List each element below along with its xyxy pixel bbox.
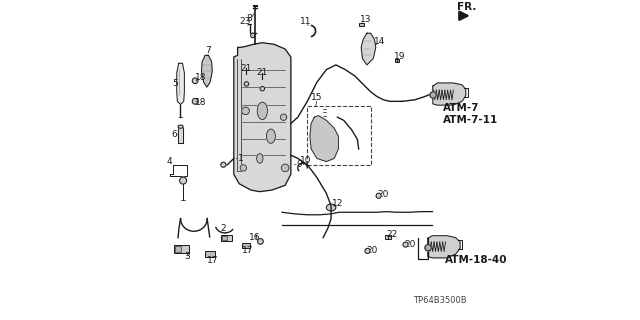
Circle shape [192,99,198,104]
Circle shape [242,107,250,115]
Circle shape [282,164,289,172]
Bar [222,236,227,240]
Text: ATM-18-40: ATM-18-40 [445,255,508,265]
Circle shape [240,165,246,171]
Text: FR.: FR. [457,2,476,12]
Circle shape [221,162,226,167]
Circle shape [251,33,255,38]
Text: 20: 20 [378,190,389,199]
Text: 12: 12 [332,199,344,208]
Circle shape [365,248,370,253]
Text: 2: 2 [221,224,227,233]
Ellipse shape [326,204,336,211]
Text: 18: 18 [195,99,206,108]
Bar [358,23,364,26]
Polygon shape [178,127,183,142]
Text: ATM-7: ATM-7 [443,103,479,113]
Text: 5: 5 [172,79,178,88]
Bar [242,243,250,248]
Bar [175,246,180,252]
Text: 4: 4 [166,157,172,166]
Bar [173,244,189,253]
Text: 13: 13 [360,15,371,24]
Circle shape [280,114,287,120]
Text: 3: 3 [185,252,191,261]
Ellipse shape [178,125,183,128]
Bar [205,251,215,257]
Text: 7: 7 [205,46,211,55]
Text: 17: 17 [207,256,219,265]
Circle shape [192,78,198,84]
Circle shape [260,86,264,91]
Ellipse shape [257,102,268,120]
Polygon shape [428,236,460,258]
Circle shape [244,82,249,86]
Bar [396,59,399,62]
Text: 15: 15 [311,93,323,102]
Text: 21: 21 [257,68,268,77]
Text: 21: 21 [241,64,252,73]
Bar [221,235,232,241]
Text: 14: 14 [374,36,385,46]
Polygon shape [202,55,212,87]
Text: 22: 22 [386,230,397,239]
Text: 1: 1 [238,154,244,163]
Text: 20: 20 [367,246,378,255]
Polygon shape [310,116,339,162]
Polygon shape [433,83,466,105]
Text: 10: 10 [300,156,312,165]
Text: 8: 8 [247,14,253,23]
Text: 20: 20 [404,240,416,249]
Text: 6: 6 [172,130,177,139]
Circle shape [376,193,381,198]
Circle shape [180,177,187,184]
Circle shape [425,244,431,251]
Polygon shape [177,63,184,105]
Polygon shape [234,43,291,192]
Text: 18: 18 [195,73,206,82]
Circle shape [257,238,263,244]
Text: TP64B3500B: TP64B3500B [413,297,467,306]
Bar [385,236,391,239]
Text: 19: 19 [394,52,406,61]
Text: 9: 9 [296,160,302,169]
Ellipse shape [266,129,275,143]
Circle shape [403,242,408,247]
Circle shape [430,92,436,98]
Polygon shape [361,33,376,65]
Text: 11: 11 [300,17,312,26]
Text: 16: 16 [249,233,260,242]
Text: ATM-7-11: ATM-7-11 [443,115,498,125]
Ellipse shape [257,154,263,163]
Text: 23: 23 [240,17,252,26]
Text: 17: 17 [242,246,253,255]
